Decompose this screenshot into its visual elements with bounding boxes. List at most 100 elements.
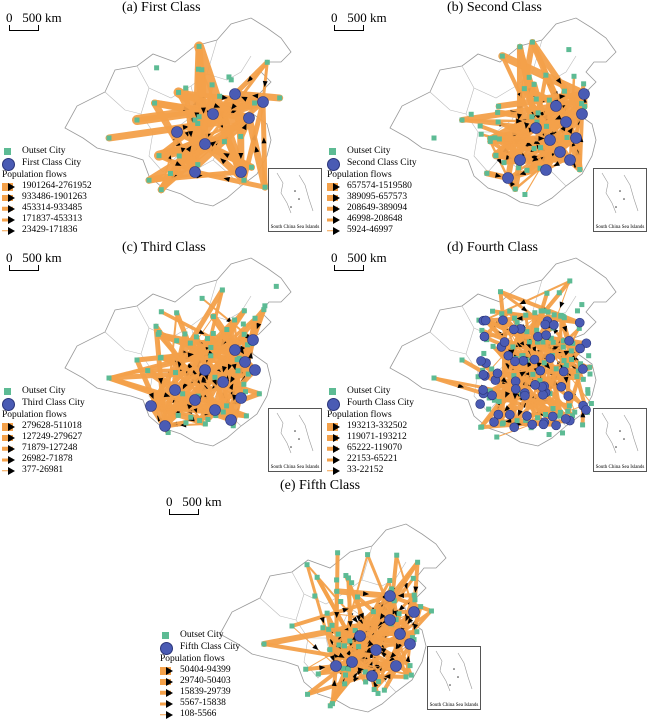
flow-arrow-icon xyxy=(2,455,18,464)
outset-city-marker xyxy=(411,576,416,581)
legend-flows-title: Population flows xyxy=(327,410,414,421)
outset-city-marker xyxy=(412,593,417,598)
outset-city-marker xyxy=(574,374,579,379)
outset-city-marker xyxy=(197,114,202,119)
outset-city-marker xyxy=(265,60,270,65)
flow-arrow-icon xyxy=(327,182,343,191)
outset-city-marker xyxy=(547,432,552,437)
outset-city-marker xyxy=(363,679,368,684)
class-city-marker xyxy=(565,155,576,166)
outset-city-marker xyxy=(490,309,495,314)
outset-city-marker xyxy=(349,580,354,585)
class-city-marker xyxy=(510,423,519,432)
class-city-marker xyxy=(244,113,255,124)
flow-arrow-icon xyxy=(2,433,18,442)
class-city-marker xyxy=(536,366,545,375)
legend-class-city: Second Class City xyxy=(327,157,417,170)
inset-map xyxy=(594,409,646,461)
class-city-marker xyxy=(542,331,551,340)
class-city-marker xyxy=(519,356,528,365)
class-city-marker xyxy=(515,155,526,166)
outset-city-marker xyxy=(241,178,246,183)
outset-city-marker xyxy=(242,332,247,337)
outset-city-marker xyxy=(415,560,420,565)
legend-flow-range: 5924-46997 xyxy=(347,225,393,236)
outset-city-marker xyxy=(479,132,484,137)
outset-city-marker xyxy=(183,86,188,91)
legend-class-city-label: Third Class City xyxy=(22,398,85,409)
outset-city-marker xyxy=(566,47,571,52)
flow-arrow-icon xyxy=(160,677,176,686)
class-city-marker xyxy=(405,639,416,650)
flow-arrow-icon xyxy=(160,688,176,697)
flow-arrow-icon xyxy=(160,666,176,675)
legend-flow-range: 377-26981 xyxy=(22,465,63,476)
legend-flow-range: 933486-1901263 xyxy=(22,192,87,203)
legend-flow-range: 15839-29739 xyxy=(180,687,231,698)
legend-flows-title-label: Population flows xyxy=(2,170,67,181)
legend-flow-range: 119071-193212 xyxy=(347,432,407,443)
outset-city-marker xyxy=(208,345,213,350)
outset-city-marker xyxy=(529,114,534,119)
outset-city-marker xyxy=(154,65,159,70)
outset-city-marker xyxy=(342,643,347,648)
flow-arrow-icon xyxy=(2,215,18,224)
outset-city-marker xyxy=(488,139,493,144)
legend-flow-class: 127249-279627 xyxy=(2,432,85,443)
outset-city-marker xyxy=(513,187,518,192)
inset-label: South China Sea Islands xyxy=(594,465,646,470)
flow-arrow-icon xyxy=(327,193,343,202)
outset-city-marker xyxy=(376,679,381,684)
outset-city-marker xyxy=(552,312,557,317)
outset-city-marker xyxy=(561,345,566,350)
class-city-marker xyxy=(548,412,557,421)
legend-flow-range: 23429-171836 xyxy=(22,225,77,236)
legend-flow-range: 33-22152 xyxy=(347,465,383,476)
outset-city-marker xyxy=(263,185,268,190)
class-city-marker xyxy=(489,418,498,427)
outset-city-marker xyxy=(229,77,234,82)
class-city-marker xyxy=(395,629,406,640)
outset-city-marker xyxy=(174,310,179,315)
class-city-marker xyxy=(479,370,488,379)
inset-map xyxy=(269,409,321,461)
legend-flow-class: 23429-171836 xyxy=(2,225,92,236)
legend-flow-class: 108-5566 xyxy=(160,709,240,720)
outset-city-marker xyxy=(489,366,494,371)
flow-arrow-icon xyxy=(2,422,18,431)
outset-city-marker xyxy=(244,413,249,418)
legend-flows-title: Population flows xyxy=(2,410,85,421)
outset-city-marker xyxy=(500,54,505,59)
outset-city-marker xyxy=(499,311,504,316)
outset-city-marker xyxy=(210,82,215,87)
outset-city-marker xyxy=(303,667,308,672)
outset-city-marker xyxy=(429,608,434,613)
class-city-marker xyxy=(579,89,590,100)
outset-city-marker xyxy=(135,118,140,123)
class-city-marker xyxy=(236,393,247,404)
outset-city-marker xyxy=(547,98,552,103)
outset-city-marker xyxy=(517,44,522,49)
legend-flow-class: 389095-657573 xyxy=(327,192,417,203)
legend-flow-class: 1901264-2761952 xyxy=(2,181,92,192)
legend-flow-range: 1901264-2761952 xyxy=(22,181,92,192)
inset-label: South China Sea Islands xyxy=(594,225,646,230)
outset-city-marker xyxy=(221,409,226,414)
outset-city-marker xyxy=(290,624,295,629)
class-city-marker xyxy=(391,661,402,672)
outset-city-marker xyxy=(182,331,187,336)
legend-flow-class: 933486-1901263 xyxy=(2,192,92,203)
outset-city-marker xyxy=(355,594,360,599)
flow-arrow-icon xyxy=(2,204,18,213)
outset-city-marker xyxy=(532,146,537,151)
outset-city-marker xyxy=(325,611,330,616)
class-city-marker xyxy=(575,318,584,327)
scale-bar xyxy=(334,25,364,31)
outset-city-marker xyxy=(249,165,254,170)
class-city-marker xyxy=(511,385,520,394)
legend-flow-range: 26982-71878 xyxy=(22,454,73,465)
outset-city-marker xyxy=(530,372,535,377)
legend-flow-class: 208649-389094 xyxy=(327,203,417,214)
